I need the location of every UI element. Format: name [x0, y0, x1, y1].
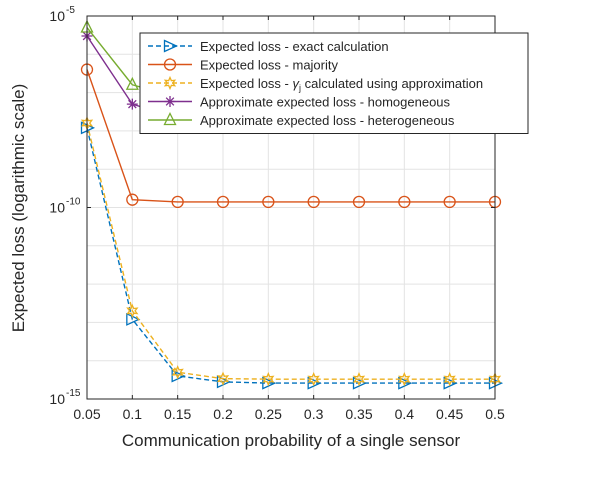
- y-tick-label: 10: [49, 391, 65, 407]
- x-tick-label: 0.3: [304, 406, 324, 422]
- data-point: [262, 195, 275, 209]
- y-tick-exponent: -15: [66, 388, 81, 399]
- x-tick-label: 0.4: [395, 406, 415, 422]
- legend-label: Expected loss - γj calculated using appr…: [200, 76, 483, 93]
- data-point: [126, 193, 139, 206]
- y-tick-exponent: -10: [66, 197, 81, 208]
- data-point: [164, 96, 176, 107]
- data-point: [262, 372, 275, 387]
- legend-label: Approximate expected loss - heterogeneou…: [200, 113, 455, 128]
- data-point: [171, 195, 184, 209]
- legend-entry: Expected loss - exact calculation: [148, 39, 389, 54]
- data-point: [307, 372, 320, 387]
- data-point: [443, 376, 458, 390]
- x-tick-label: 0.2: [213, 406, 233, 422]
- data-point: [171, 369, 186, 383]
- y-tick-exponent: -5: [66, 5, 75, 16]
- data-point: [307, 195, 320, 209]
- x-axis-label: Communication probability of a single se…: [122, 431, 461, 450]
- legend-label: Expected loss - majority: [200, 58, 338, 73]
- legend-entry: Approximate expected loss - heterogeneou…: [148, 112, 455, 128]
- data-point: [352, 195, 366, 209]
- legend-entry: Expected loss - γj calculated using appr…: [148, 75, 483, 93]
- y-axis-label: Expected loss (logarithmic scale): [9, 84, 28, 332]
- data-point: [262, 376, 277, 390]
- ticks: 0.05 0.1 0.15 0.2 0.25 0.3 0.35 0.4 0.45 0.510 -51…: [49, 5, 505, 422]
- data-point: [443, 372, 456, 387]
- series-2: [80, 63, 502, 209]
- legend: Expected loss - exact calculation Expecte…: [139, 32, 529, 134]
- data-point: [125, 76, 139, 90]
- x-tick-label: 0.5: [485, 406, 505, 422]
- data-point: [163, 58, 177, 71]
- legend-entry: Expected loss - majority: [148, 58, 338, 73]
- data-point: [163, 75, 177, 91]
- data-point: [307, 376, 322, 390]
- data-point: [398, 195, 411, 209]
- data-point: [398, 376, 413, 390]
- x-tick-label: 0.35: [345, 406, 372, 422]
- y-tick-label: 10: [49, 200, 65, 216]
- data-point: [398, 372, 411, 387]
- series-line: [86, 69, 495, 203]
- data-point: [126, 303, 139, 318]
- data-point: [163, 39, 179, 53]
- x-tick-label: 0.1: [123, 406, 143, 422]
- legend-box: [139, 32, 529, 134]
- legend-entry: Approximate expected loss - homogeneous: [148, 95, 451, 110]
- x-tick-label: 0.05: [73, 406, 100, 422]
- x-tick-label: 0.45: [436, 406, 463, 422]
- data-point: [171, 365, 184, 380]
- x-tick-label: 0.15: [164, 406, 191, 422]
- y-tick-label: 10: [49, 8, 65, 24]
- data-point: [163, 112, 177, 126]
- data-point: [443, 195, 456, 209]
- x-tick-label: 0.25: [255, 406, 282, 422]
- data-point: [126, 98, 138, 110]
- data-point: [216, 195, 230, 209]
- data-point: [352, 372, 366, 387]
- legend-label: Approximate expected loss - homogeneous: [200, 95, 451, 110]
- series-line: [86, 127, 495, 384]
- data-point: [352, 376, 368, 390]
- data-point: [216, 371, 230, 386]
- legend-label: Expected loss - exact calculation: [200, 39, 389, 54]
